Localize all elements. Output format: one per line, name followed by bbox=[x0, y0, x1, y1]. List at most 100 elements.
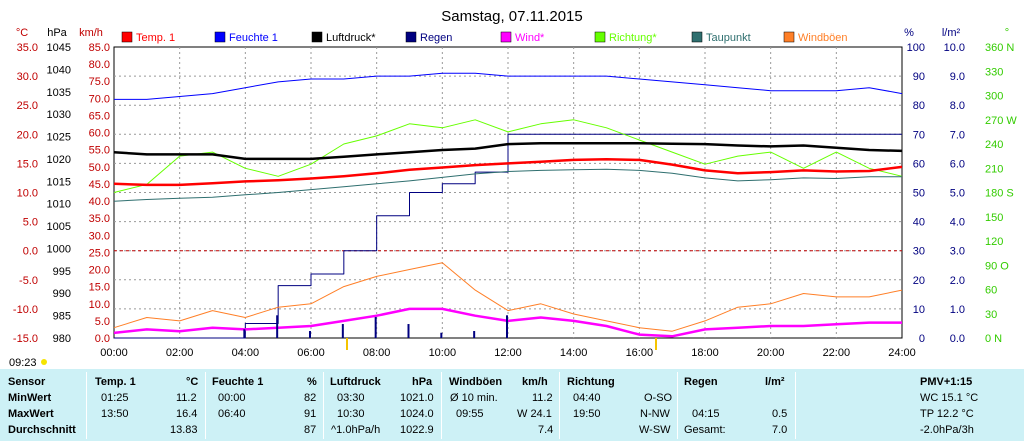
legend-label: Windböen bbox=[798, 32, 848, 44]
wind-tick-label: 50.0 bbox=[89, 162, 110, 174]
direction-tick-label: 60 bbox=[985, 285, 997, 297]
direction-tick-label: 150 bbox=[985, 212, 1003, 224]
chart-legend: Temp. 1 Feuchte 1 Luftdruck* Regen Wind* Rich… bbox=[121, 31, 848, 44]
pressure-tick-label: 1020 bbox=[47, 154, 71, 166]
x-tick-label: 22:00 bbox=[823, 347, 851, 359]
rain-bar bbox=[276, 315, 279, 338]
rain-tick-label: 2.0 bbox=[950, 275, 965, 287]
max-rain-time: 04:15 bbox=[692, 408, 720, 420]
wind-tick-label: 30.0 bbox=[89, 230, 110, 242]
series-line-feuchte-1 bbox=[114, 72, 903, 100]
temp-tick-label: 20.0 bbox=[17, 129, 38, 141]
wind-tick-label: 40.0 bbox=[89, 196, 110, 208]
min-pressure-time: 03:30 bbox=[337, 392, 365, 404]
series-line-taupunkt bbox=[113, 168, 902, 202]
avg-temp-value: 13.83 bbox=[170, 424, 198, 436]
max-temp-time: 13:50 bbox=[101, 408, 129, 420]
temp-tick-label: 5.0 bbox=[23, 217, 38, 229]
header-temp-unit: °C bbox=[186, 376, 199, 388]
rain-tick-label: 9.0 bbox=[950, 71, 965, 83]
wind-tick-label: 65.0 bbox=[89, 110, 110, 122]
header-rain: Regen bbox=[684, 376, 718, 388]
rain-tick-label: 0.0 bbox=[950, 333, 965, 345]
direction-tick-label: 360 N bbox=[985, 42, 1014, 54]
header-rain-unit: l/m² bbox=[765, 376, 785, 388]
rain-bar bbox=[374, 317, 377, 338]
pressure-tick-label: 1045 bbox=[47, 42, 71, 54]
legend-label: Regen bbox=[420, 32, 452, 44]
header-pressure: Luftdruck bbox=[330, 376, 381, 388]
wind-tick-label: 70.0 bbox=[89, 93, 110, 105]
humidity-tick-label: 30 bbox=[913, 246, 925, 258]
temp-tick-label: 30.0 bbox=[17, 71, 38, 83]
humidity-tick-label: 80 bbox=[913, 100, 925, 112]
wind-tick-label: 25.0 bbox=[89, 247, 110, 259]
pressure-tick-label: 1030 bbox=[47, 109, 71, 121]
x-tick-label: 24:00 bbox=[888, 347, 916, 359]
max-pressure-value: 1024.0 bbox=[400, 408, 434, 420]
min-direction-time: 04:40 bbox=[573, 392, 601, 404]
wind-tick-label: 60.0 bbox=[89, 128, 110, 140]
plot-area bbox=[113, 46, 903, 350]
rain-total-value: 7.0 bbox=[772, 424, 788, 436]
min-gust-value: 11.2 bbox=[532, 392, 553, 404]
series-line-luftdruck bbox=[113, 142, 903, 161]
table-divider bbox=[205, 372, 206, 439]
temp-unit-label: °C bbox=[16, 27, 28, 39]
wind-tick-label: 15.0 bbox=[89, 282, 110, 294]
direction-tick-label: 0 N bbox=[985, 333, 1002, 345]
sun-icon bbox=[41, 359, 47, 365]
sunrise-time: 09:23 bbox=[9, 357, 37, 369]
x-tick-label: 20:00 bbox=[757, 347, 785, 359]
humidity-tick-label: 20 bbox=[913, 275, 925, 287]
series-line-regen bbox=[114, 133, 902, 339]
direction-tick-label: 120 bbox=[985, 236, 1003, 248]
avg-pressure-value: 1022.9 bbox=[400, 424, 434, 436]
table-divider bbox=[86, 372, 87, 439]
min-humidity-value: 82 bbox=[304, 392, 317, 404]
header-temp: Temp. 1 bbox=[95, 376, 136, 388]
humidity-tick-label: 0 bbox=[919, 333, 925, 345]
max-pressure-time: 10:30 bbox=[337, 408, 365, 420]
rain-tick-label: 6.0 bbox=[950, 158, 965, 170]
avg-humidity-value: 87 bbox=[304, 424, 317, 436]
row-max-label: MaxWert bbox=[8, 408, 54, 420]
pressure-tick-label: 1015 bbox=[47, 176, 71, 188]
weather-chart: Samstag, 07.11.2015 Temp. 1 Feuchte 1 Luft… bbox=[13, 8, 1017, 359]
wind-unit-label: km/h bbox=[79, 27, 103, 39]
humidity-tick-label: 70 bbox=[913, 129, 925, 141]
x-tick-label: 12:00 bbox=[494, 347, 522, 359]
rain-tick-label: 1.0 bbox=[950, 304, 965, 316]
min-pressure-value: 1021.0 bbox=[400, 392, 434, 404]
wind-tick-label: 80.0 bbox=[89, 59, 110, 71]
direction-tick-label: 240 bbox=[985, 139, 1003, 151]
pressure-tick-label: 985 bbox=[53, 311, 71, 323]
header-humidity-unit: % bbox=[307, 376, 317, 388]
row-avg-label: Durchschnitt bbox=[8, 424, 76, 436]
min-temp-time: 01:25 bbox=[101, 392, 129, 404]
pressure-tick-label: 1005 bbox=[47, 221, 71, 233]
x-tick-label: 16:00 bbox=[626, 347, 654, 359]
temp-tick-label: 25.0 bbox=[17, 100, 38, 112]
series-line-temp-1 bbox=[113, 158, 903, 187]
min-direction-value: O-SO bbox=[644, 392, 673, 404]
pressure-tick-label: 1025 bbox=[47, 132, 71, 144]
max-direction-time: 19:50 bbox=[573, 408, 601, 420]
pressure-tick-label: 1035 bbox=[47, 87, 71, 99]
chart-title: Samstag, 07.11.2015 bbox=[441, 8, 583, 25]
temp-tick-label: -15.0 bbox=[13, 333, 38, 345]
direction-tick-label: 180 S bbox=[985, 188, 1014, 200]
min-temp-value: 11.2 bbox=[176, 392, 197, 404]
table-divider bbox=[559, 372, 560, 439]
pressure-tick-label: 995 bbox=[53, 266, 71, 278]
wind-tick-label: 45.0 bbox=[89, 179, 110, 191]
wind-tick-label: 55.0 bbox=[89, 145, 110, 157]
max-gust-time: 09:55 bbox=[456, 408, 484, 420]
pressure-tick-label: 1010 bbox=[47, 199, 71, 211]
legend-swatch bbox=[214, 31, 226, 43]
legend-label: Wind* bbox=[515, 32, 545, 44]
legend-label: Feuchte 1 bbox=[229, 32, 278, 44]
axis-tick-labels: 35.0 30.0 25.0 20.0 15.0 10.0 5.0 0.0 -5.0 -10.0 -… bbox=[13, 27, 1017, 359]
rain-tick-label: 3.0 bbox=[950, 246, 965, 258]
header-gusts-unit: km/h bbox=[522, 376, 548, 388]
